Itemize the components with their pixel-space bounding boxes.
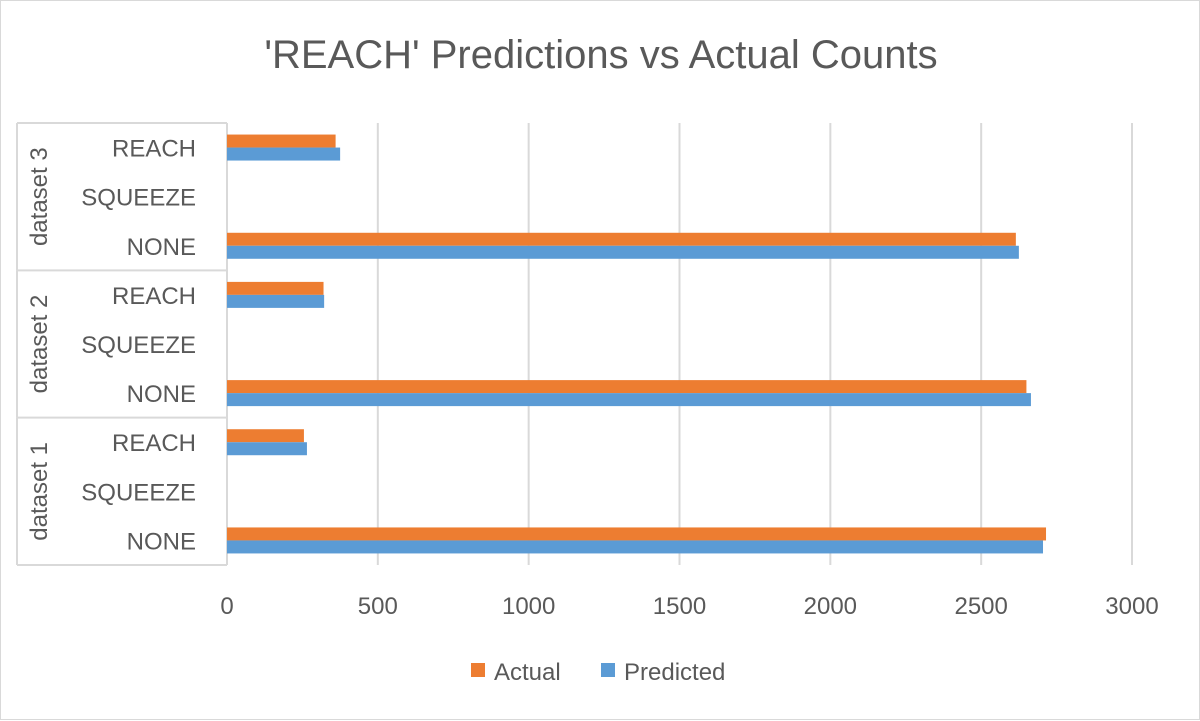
- x-axis-ticks: 0 500 1000 1500 2000 2500 3000: [220, 593, 1158, 620]
- legend-label: Predicted: [624, 659, 725, 686]
- category-axis: dataset 3 REACH SQUEEZE NONE dataset 2 REACH S…: [16, 122, 228, 566]
- x-tick-label: 3000: [1105, 593, 1158, 620]
- bar-actual: [227, 527, 1047, 541]
- x-tick-label: 1500: [653, 593, 706, 620]
- grid-lines: [376, 123, 1133, 565]
- bar-predicted: [227, 540, 1044, 554]
- category-label: SQUEEZE: [81, 479, 196, 506]
- x-tick-label: 0: [220, 593, 233, 620]
- legend-label: Actual: [494, 659, 561, 686]
- category-label: REACH: [112, 430, 196, 457]
- x-tick-label: 2500: [954, 593, 1007, 620]
- x-tick-label: 1000: [502, 593, 555, 620]
- legend: Actual Predicted: [471, 659, 725, 686]
- category-label: REACH: [112, 283, 196, 310]
- category-label: SQUEEZE: [81, 185, 196, 212]
- x-tick-label: 500: [358, 593, 398, 620]
- bar-predicted: [227, 245, 1019, 259]
- group-label: dataset 2: [26, 295, 53, 394]
- x-tick-label: 2000: [804, 593, 857, 620]
- bar-predicted: [227, 442, 307, 456]
- bar-actual: [227, 281, 324, 295]
- legend-swatch: [601, 663, 615, 677]
- bar-actual: [227, 429, 304, 443]
- category-label: REACH: [112, 136, 196, 163]
- chart-title: 'REACH' Predictions vs Actual Counts: [264, 33, 937, 77]
- bars: [227, 134, 1047, 554]
- bar-actual: [227, 134, 336, 148]
- group-label: dataset 3: [26, 147, 53, 246]
- group-label: dataset 1: [26, 442, 53, 541]
- category-label: NONE: [127, 381, 196, 408]
- bar-predicted: [227, 147, 341, 161]
- category-label: NONE: [127, 234, 196, 261]
- category-label: SQUEEZE: [81, 332, 196, 359]
- category-label: NONE: [127, 528, 196, 555]
- bar-actual: [227, 380, 1027, 394]
- bar-predicted: [227, 294, 325, 308]
- bar-actual: [227, 232, 1016, 246]
- bar-predicted: [227, 393, 1031, 407]
- legend-swatch: [471, 663, 485, 677]
